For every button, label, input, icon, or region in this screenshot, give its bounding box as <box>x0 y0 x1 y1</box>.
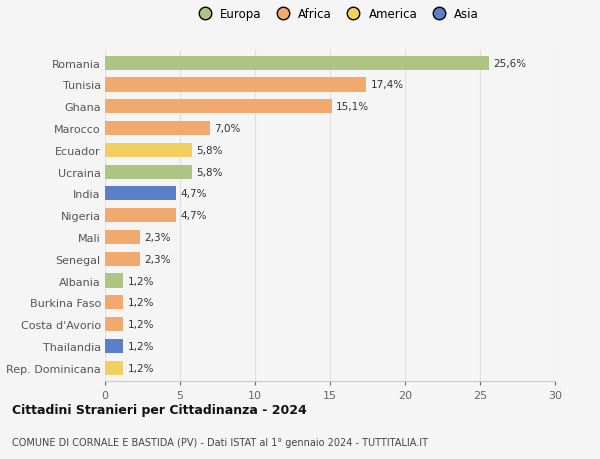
Text: 4,7%: 4,7% <box>180 211 206 221</box>
Bar <box>105 56 489 71</box>
Text: 4,7%: 4,7% <box>180 189 206 199</box>
Bar <box>105 252 139 266</box>
Bar <box>105 361 123 375</box>
Bar <box>105 143 192 157</box>
Text: 5,8%: 5,8% <box>197 146 223 156</box>
Text: 25,6%: 25,6% <box>494 59 527 68</box>
Legend: Europa, Africa, America, Asia: Europa, Africa, America, Asia <box>193 8 479 21</box>
Text: 1,2%: 1,2% <box>128 363 154 373</box>
Text: 1,2%: 1,2% <box>128 276 154 286</box>
Text: COMUNE DI CORNALE E BASTIDA (PV) - Dati ISTAT al 1° gennaio 2024 - TUTTITALIA.IT: COMUNE DI CORNALE E BASTIDA (PV) - Dati … <box>12 437 428 447</box>
Bar <box>105 165 192 179</box>
Text: 2,3%: 2,3% <box>144 232 170 242</box>
Text: 1,2%: 1,2% <box>128 341 154 351</box>
Bar <box>105 209 176 223</box>
Text: 1,2%: 1,2% <box>128 298 154 308</box>
Text: 5,8%: 5,8% <box>197 167 223 177</box>
Bar <box>105 274 123 288</box>
Text: 2,3%: 2,3% <box>144 254 170 264</box>
Bar <box>105 187 176 201</box>
Bar <box>105 339 123 353</box>
Bar <box>105 317 123 331</box>
Text: 17,4%: 17,4% <box>371 80 404 90</box>
Bar <box>105 230 139 245</box>
Bar <box>105 122 210 136</box>
Text: 7,0%: 7,0% <box>215 124 241 134</box>
Text: 15,1%: 15,1% <box>336 102 369 112</box>
Bar <box>105 296 123 310</box>
Text: Cittadini Stranieri per Cittadinanza - 2024: Cittadini Stranieri per Cittadinanza - 2… <box>12 403 307 416</box>
Text: 1,2%: 1,2% <box>128 319 154 330</box>
Bar <box>105 100 331 114</box>
Bar <box>105 78 366 92</box>
